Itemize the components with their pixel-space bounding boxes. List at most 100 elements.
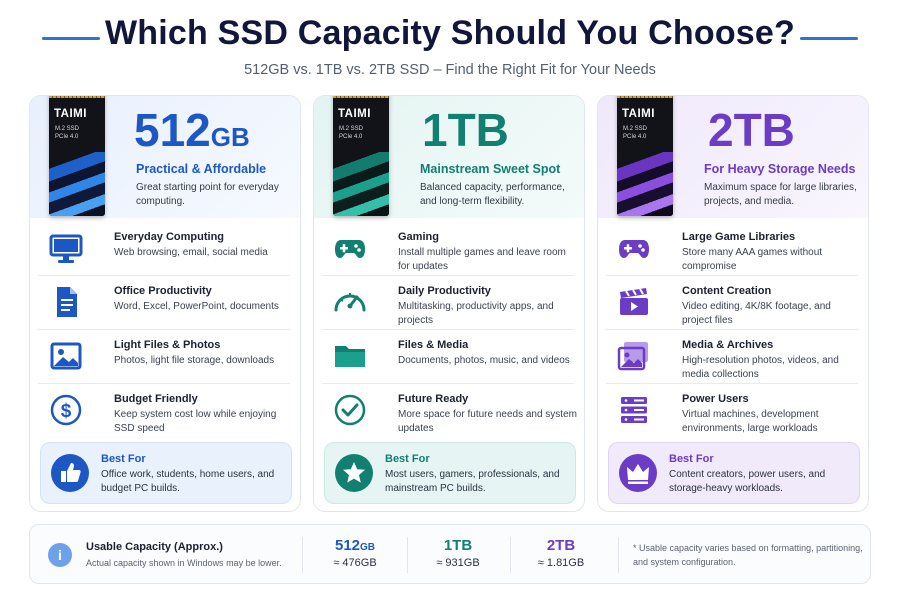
ssd-label-line1: M.2 SSD (55, 126, 80, 132)
ssd-brand: TAIMI (54, 108, 87, 120)
best-for-box: Best For Content creators, power users, … (608, 442, 860, 504)
best-for-description: Most users, gamers, professionals, and m… (385, 469, 560, 494)
feature-title: Daily Productivity (398, 285, 491, 297)
feature-description: Keep system cost low while enjoying SSD … (114, 409, 277, 434)
folder-icon (335, 346, 365, 367)
title-decoration-right (800, 37, 858, 40)
feature-item: Light Files & Photos Photos, light file … (38, 330, 290, 384)
card-description: Great starting point for everyday comput… (136, 182, 279, 207)
gamepad-icon (619, 240, 649, 258)
divider (407, 537, 408, 573)
feature-title: Media & Archives (682, 339, 774, 351)
ssd-image: TAIMI M.2 SSD PCIe 4.0 (333, 96, 389, 216)
best-for-title: Best For (385, 453, 430, 465)
card-description: Balanced capacity, performance, and long… (420, 182, 565, 207)
thumbs-up-icon (51, 454, 89, 492)
photo-stack-icon (617, 342, 648, 371)
title-decoration-left (42, 37, 100, 40)
server-icon (621, 397, 647, 423)
usable-capacity-note: * Usable capacity varies based on format… (633, 543, 863, 567)
feature-title: Future Ready (398, 393, 469, 405)
card-512gb: TAIMI M.2 SSD PCIe 4.0 512GB Practical &… (29, 95, 301, 512)
capacity-heading: 1TB (422, 104, 509, 156)
feature-item: Everyday Computing Web browsing, email, … (38, 222, 290, 276)
card-header: TAIMI M.2 SSD PCIe 4.0 512GB Practical &… (30, 96, 300, 218)
divider (618, 537, 619, 573)
feature-title: Office Productivity (114, 285, 212, 297)
capacity-approx: ≈ 931GB (436, 557, 480, 569)
best-for-description: Content creators, power users, and stora… (669, 469, 826, 494)
feature-title: Everyday Computing (114, 231, 225, 243)
feature-title: Power Users (682, 393, 749, 405)
usable-capacity-title: Usable Capacity (Approx.) (86, 541, 223, 553)
feature-description: Video editing, 4K/8K footage, and projec… (682, 301, 831, 326)
feature-item: Files & Media Documents, photos, music, … (322, 330, 574, 384)
feature-description: Install multiple games and leave room fo… (398, 247, 566, 272)
best-for-title: Best For (669, 453, 714, 465)
star-icon (335, 454, 373, 492)
svg-text:$: $ (61, 401, 72, 422)
capacity-label: 512GB (334, 537, 376, 554)
best-for-title: Best For (101, 453, 146, 465)
divider (510, 537, 511, 573)
page-subtitle: 512GB vs. 1TB vs. 2TB SSD – Find the Rig… (244, 62, 656, 78)
feature-description: Store many AAA games without compromise (682, 247, 823, 272)
feature-description: Web browsing, email, social media (114, 247, 268, 258)
ssd-label-line2: PCIe 4.0 (55, 134, 79, 140)
card-header: TAIMI M.2 SSD PCIe 4.0 1TB Mainstream Sw… (314, 96, 584, 218)
monitor-icon (49, 234, 83, 263)
best-for-box: Best For Most users, gamers, professiona… (324, 442, 576, 504)
card-tagline: For Heavy Storage Needs (704, 162, 856, 176)
feature-title: Gaming (398, 231, 439, 243)
feature-item: Office Productivity Word, Excel, PowerPo… (38, 276, 290, 330)
header: Which SSD Capacity Should You Choose? 51… (0, 0, 900, 90)
feature-title: Large Game Libraries (682, 231, 796, 243)
feature-item: Future Ready More space for future needs… (322, 384, 577, 438)
usable-capacity-bar: i Usable Capacity (Approx.) Actual capac… (29, 524, 871, 584)
feature-item: Media & Archives High-resolution photos,… (606, 330, 858, 384)
ssd-label-line2: PCIe 4.0 (339, 134, 363, 140)
ssd-label-line2: PCIe 4.0 (623, 134, 647, 140)
card-1tb: TAIMI M.2 SSD PCIe 4.0 1TB Mainstream Sw… (313, 95, 585, 512)
usable-capacity-subtitle: Actual capacity shown in Windows may be … (86, 558, 282, 568)
capacity-label: 1TB (443, 537, 473, 554)
feature-item: $ Budget Friendly Keep system cost low w… (38, 384, 290, 438)
capacity-approx: ≈ 1.81GB (537, 557, 585, 569)
feature-title: Budget Friendly (114, 393, 198, 405)
usable-capacity-1tb: 1TB ≈ 931GB (413, 537, 503, 569)
usable-capacity-2tb: 2TB ≈ 1.81GB (516, 537, 606, 569)
card-2tb: TAIMI M.2 SSD PCIe 4.0 2TB For Heavy Sto… (597, 95, 869, 512)
document-icon (57, 287, 77, 317)
ssd-label-line1: M.2 SSD (339, 126, 364, 132)
feature-description: More space for future needs and system u… (398, 409, 577, 434)
check-circle-icon (334, 394, 366, 426)
feature-item: Power Users Virtual machines, developmen… (606, 384, 858, 438)
card-description: Maximum space for large libraries, proje… (704, 182, 857, 207)
feature-description: Multitasking, productivity apps, and pro… (398, 301, 554, 326)
card-tagline: Mainstream Sweet Spot (420, 162, 561, 176)
ssd-brand: TAIMI (338, 108, 371, 120)
feature-title: Files & Media (398, 339, 469, 351)
feature-description: High-resolution photos, videos, and medi… (682, 355, 839, 380)
ssd-label-line1: M.2 SSD (623, 126, 648, 132)
page-title: Which SSD Capacity Should You Choose? (105, 14, 795, 52)
feature-description: Virtual machines, development environmen… (682, 409, 819, 434)
gamepad-icon (335, 240, 365, 258)
feature-item: Daily Productivity Multitasking, product… (322, 276, 574, 330)
feature-item: Content Creation Video editing, 4K/8K fo… (606, 276, 858, 330)
capacity-heading: 512GB (134, 104, 250, 156)
card-tagline: Practical & Affordable (136, 162, 267, 176)
best-for-box: Best For Office work, students, home use… (40, 442, 292, 504)
dollar-icon: $ (50, 394, 82, 426)
info-icon: i (48, 543, 72, 567)
feature-title: Content Creation (682, 285, 772, 297)
feature-description: Photos, light file storage, downloads (114, 355, 275, 366)
photo-icon (50, 342, 82, 370)
usable-capacity-512gb: 512GB ≈ 476GB (310, 537, 400, 569)
ssd-image: TAIMI M.2 SSD PCIe 4.0 (49, 96, 105, 216)
capacity-approx: ≈ 476GB (333, 557, 377, 569)
best-for-description: Office work, students, home users, and b… (101, 469, 275, 494)
feature-title: Light Files & Photos (114, 339, 221, 351)
clapperboard-icon (620, 288, 648, 315)
capacity-label: 2TB (546, 537, 576, 554)
